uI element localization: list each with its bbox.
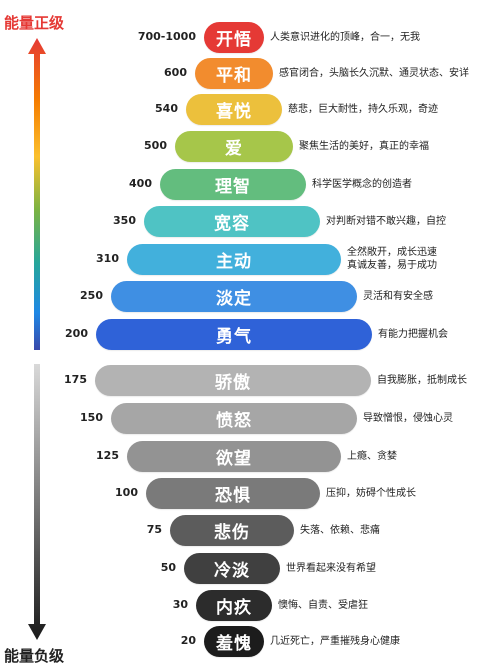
level-pill: 理智 xyxy=(160,169,306,200)
level-description: 人类意识进化的顶峰，合一，无我 xyxy=(270,31,420,44)
level-value: 100 xyxy=(115,486,138,499)
level-description: 全然敞开，成长迅速 真诚友善，易于成功 xyxy=(347,246,437,272)
level-description-line: 科学医学概念的创造者 xyxy=(312,178,412,190)
level-description: 聚焦生活的美好，真正的幸福 xyxy=(299,140,429,153)
negative-energy-title: 能量负级 xyxy=(4,647,65,665)
level-description: 上瘾、贪婪 xyxy=(347,450,397,463)
level-description-line: 感官闭合，头脑长久沉默、通灵状态、安详 xyxy=(279,67,469,79)
level-pill: 淡定 xyxy=(111,281,357,312)
level-value: 350 xyxy=(113,214,136,227)
positive-arrow-icon xyxy=(28,38,46,350)
level-pill: 骄傲 xyxy=(95,365,371,396)
level-pill: 爱 xyxy=(175,131,293,162)
level-value: 20 xyxy=(180,634,196,647)
level-description-line: 懊悔、自责、受虐狂 xyxy=(278,599,368,611)
level-pill: 开悟 xyxy=(204,22,264,53)
level-value: 500 xyxy=(144,139,167,152)
level-description-line: 对判断对错不敢兴趣，自控 xyxy=(326,215,446,227)
level-value: 175 xyxy=(64,373,87,386)
level-pill: 欲望 xyxy=(127,441,341,472)
level-pill: 恐惧 xyxy=(146,478,320,509)
level-description: 自我膨胀，抵制成长 xyxy=(377,374,467,387)
level-pill: 悲伤 xyxy=(170,515,294,546)
level-description-line: 自我膨胀，抵制成长 xyxy=(377,374,467,386)
level-description: 压抑，妨碍个性成长 xyxy=(326,487,416,500)
level-description: 灵活和有安全感 xyxy=(363,290,433,303)
level-pill: 愤怒 xyxy=(111,403,357,434)
level-value: 400 xyxy=(129,177,152,190)
level-description-line: 几近死亡，严重摧残身心健康 xyxy=(270,635,400,647)
level-value: 150 xyxy=(80,411,103,424)
level-value: 200 xyxy=(65,327,88,340)
level-description-line: 世界看起来没有希望 xyxy=(286,562,376,574)
level-description-line: 灵活和有安全感 xyxy=(363,290,433,302)
positive-energy-title: 能量正级 xyxy=(4,14,65,32)
level-value: 125 xyxy=(96,449,119,462)
level-description-line: 导致憎恨，侵蚀心灵 xyxy=(363,412,453,424)
level-description: 失落、依赖、悲痛 xyxy=(300,524,380,537)
level-description: 几近死亡，严重摧残身心健康 xyxy=(270,635,400,648)
level-value: 310 xyxy=(96,252,119,265)
level-description: 感官闭合，头脑长久沉默、通灵状态、安详 xyxy=(279,67,469,80)
level-description: 对判断对错不敢兴趣，自控 xyxy=(326,215,446,228)
level-value: 600 xyxy=(164,66,187,79)
level-description: 懊悔、自责、受虐狂 xyxy=(278,599,368,612)
level-pill: 主动 xyxy=(127,244,341,275)
level-pill: 平和 xyxy=(195,58,273,89)
level-value: 50 xyxy=(160,561,176,574)
level-pill: 内疚 xyxy=(196,590,272,621)
level-description: 有能力把握机会 xyxy=(378,328,448,341)
level-value: 250 xyxy=(80,289,103,302)
level-pill: 宽容 xyxy=(144,206,320,237)
level-description-line: 聚焦生活的美好，真正的幸福 xyxy=(299,140,429,152)
level-description: 科学医学概念的创造者 xyxy=(312,178,412,191)
level-value: 700-1000 xyxy=(137,30,196,43)
negative-arrow-icon xyxy=(28,364,46,640)
level-description-line: 压抑，妨碍个性成长 xyxy=(326,487,416,499)
level-pill: 羞愧 xyxy=(204,626,264,657)
level-description: 世界看起来没有希望 xyxy=(286,562,376,575)
level-description-line: 失落、依赖、悲痛 xyxy=(300,524,380,536)
level-pill: 勇气 xyxy=(96,319,372,350)
level-description-line: 全然敞开，成长迅速 xyxy=(347,247,437,258)
level-description-line: 上瘾、贪婪 xyxy=(347,450,397,462)
level-pill: 冷淡 xyxy=(184,553,280,584)
level-value: 540 xyxy=(155,102,178,115)
level-description: 慈悲，巨大耐性，持久乐观，奇迹 xyxy=(288,103,438,116)
level-description: 导致憎恨，侵蚀心灵 xyxy=(363,412,453,425)
level-value: 30 xyxy=(172,598,188,611)
level-value: 75 xyxy=(146,523,162,536)
level-description-line: 真诚友善，易于成功 xyxy=(347,260,437,271)
level-pill: 喜悦 xyxy=(186,94,282,125)
level-description-line: 有能力把握机会 xyxy=(378,328,448,340)
level-description-line: 慈悲，巨大耐性，持久乐观，奇迹 xyxy=(288,103,438,115)
level-description-line: 人类意识进化的顶峰，合一，无我 xyxy=(270,31,420,43)
